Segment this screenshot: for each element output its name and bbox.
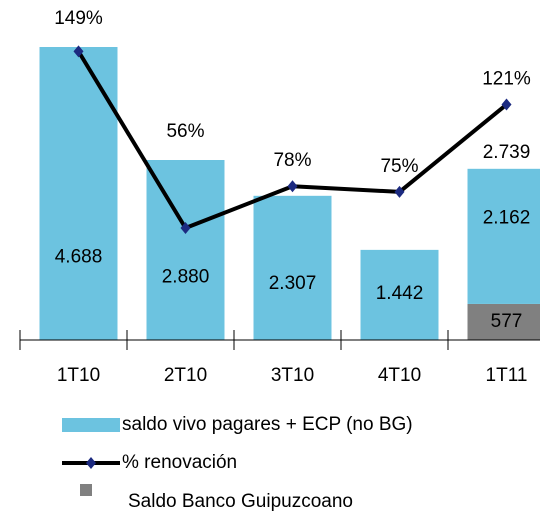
line-value-label: 75%	[380, 156, 418, 177]
bar-value-label: 2.880	[162, 267, 210, 288]
x-tick-label: 3T10	[271, 365, 314, 386]
legend-label: Saldo Banco Guipuzcoano	[128, 491, 353, 512]
bar	[360, 249, 439, 340]
legend-swatch	[80, 484, 92, 496]
line-value-label: 56%	[166, 121, 204, 142]
bar-value-label: 4.688	[55, 246, 103, 267]
legend-label: % renovación	[122, 452, 237, 473]
line-value-label: 149%	[54, 8, 103, 29]
legend-swatch	[62, 418, 120, 432]
bar	[253, 195, 332, 340]
legend-marker	[86, 457, 96, 469]
bar	[467, 303, 540, 340]
bar	[146, 160, 225, 340]
line-value-label: 121%	[482, 69, 531, 90]
legend-label: saldo vivo pagares + ECP (no BG)	[122, 414, 413, 435]
x-tick-label: 1T10	[57, 365, 100, 386]
line-marker	[501, 98, 512, 111]
total-label: 2.739	[483, 142, 531, 163]
bar-value-label: 1.442	[376, 283, 424, 304]
line-marker	[394, 185, 405, 198]
bar-value-label: 2.162	[483, 207, 531, 228]
line-marker	[73, 45, 84, 58]
bar	[39, 47, 118, 340]
x-tick-label: 4T10	[378, 365, 421, 386]
line-marker	[180, 221, 191, 234]
bar-value-label: 2.307	[269, 273, 317, 294]
line-value-label: 78%	[273, 150, 311, 171]
line-marker	[287, 180, 298, 193]
x-tick-label: 1T11	[486, 365, 528, 386]
bar-value-label: 577	[491, 311, 523, 332]
x-tick-label: 2T10	[164, 365, 207, 386]
bar	[467, 168, 540, 304]
